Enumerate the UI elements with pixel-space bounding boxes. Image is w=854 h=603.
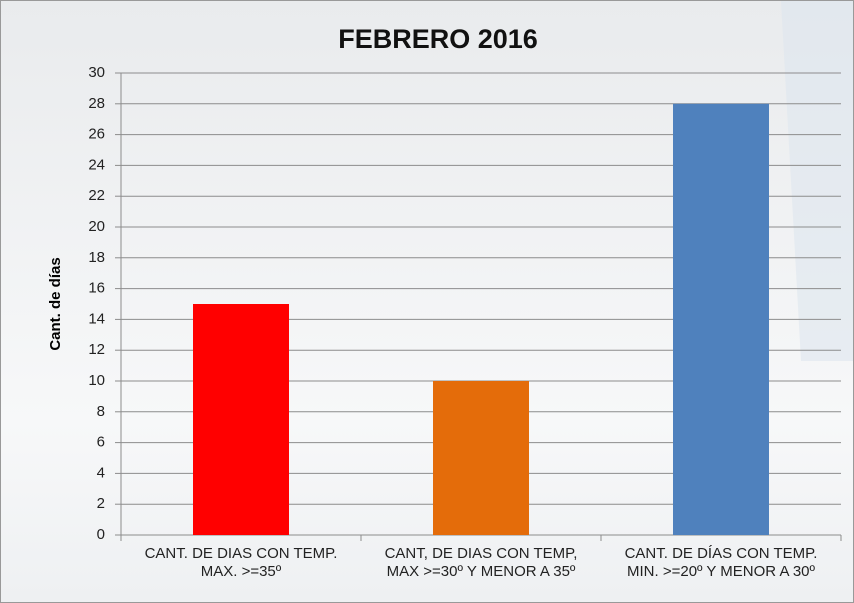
x-tick-label: CANT. DE DÍAS CON TEMP. MIN. >=20º Y MEN… [624, 545, 818, 580]
y-tick-label: 10 [88, 372, 105, 389]
x-tick-label: CANT, DE DIAS CON TEMP, MAX >=30º Y MENO… [384, 545, 578, 580]
background-shape [781, 1, 853, 361]
y-tick-label: 12 [88, 341, 105, 358]
chart-title: FEBRERO 2016 [338, 24, 538, 54]
y-tick-label: 18 [88, 249, 105, 266]
y-tick-label: 16 [88, 280, 105, 297]
bar [193, 304, 289, 535]
y-tick-label: 30 [88, 64, 105, 81]
y-tick-label: 24 [88, 156, 105, 173]
y-tick-label: 28 [88, 95, 105, 112]
y-tick-label: 6 [97, 434, 105, 451]
y-axis-label: Cant. de días [47, 257, 64, 350]
bar [433, 381, 529, 535]
y-tick-label: 22 [88, 187, 105, 204]
y-tick-label: 14 [88, 310, 105, 327]
y-tick-label: 20 [88, 218, 105, 235]
y-tick-label: 4 [97, 464, 105, 481]
y-tick-label: 26 [88, 126, 105, 143]
y-tick-label: 2 [97, 495, 105, 512]
x-tick-label: CANT. DE DIAS CON TEMP. MAX. >=35º [144, 545, 338, 580]
bar [673, 103, 769, 536]
y-tick-label: 8 [97, 403, 105, 420]
y-tick-label: 0 [97, 526, 105, 543]
